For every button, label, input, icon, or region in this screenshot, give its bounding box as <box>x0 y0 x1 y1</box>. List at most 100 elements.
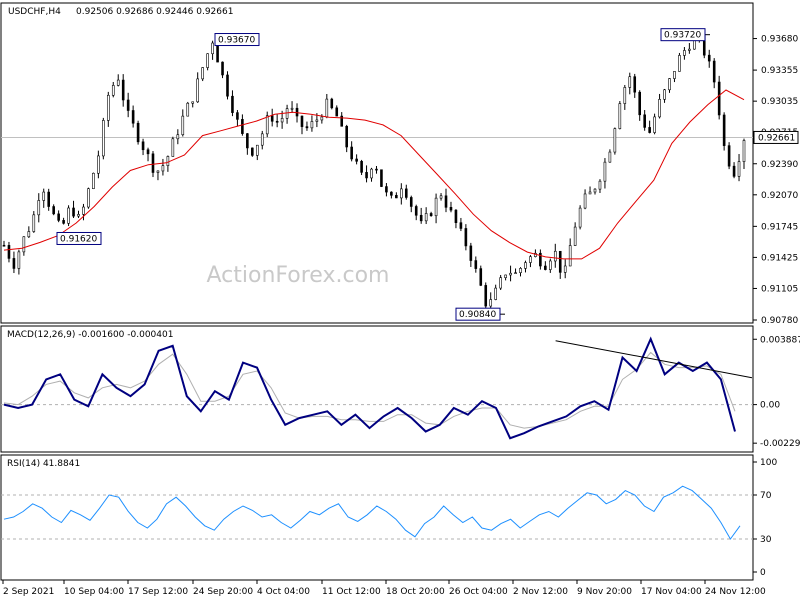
candle-body <box>27 231 31 238</box>
candle-body <box>171 138 175 157</box>
price-title-symbol: USDCHF,H4 <box>8 7 61 17</box>
rsi-title: RSI(14) 41.8841 <box>7 459 80 469</box>
price-panel <box>0 2 754 324</box>
candle-body <box>325 98 329 118</box>
rsi-y-tick-label: 30 <box>760 535 772 545</box>
candle-body <box>32 214 36 232</box>
candle-body <box>514 272 517 274</box>
rsi-plot <box>1 485 753 540</box>
candle-body <box>280 118 284 123</box>
candle-body <box>504 274 507 278</box>
candle-body <box>404 188 408 198</box>
rsi-y-tick-label: 70 <box>760 491 772 501</box>
rsi-y-tick-label: 100 <box>760 458 777 468</box>
candle-body <box>121 79 125 101</box>
candle-body <box>161 165 165 172</box>
candle-body <box>429 213 433 217</box>
macd-plot <box>1 336 753 440</box>
candle-body <box>355 158 358 162</box>
candle-body <box>52 206 55 215</box>
candle-body <box>459 222 463 229</box>
candle-body <box>87 188 90 208</box>
candle-body <box>7 245 11 259</box>
candle-body <box>106 94 110 121</box>
moving-average-line <box>3 89 745 260</box>
candle-body <box>623 87 627 104</box>
candle-body <box>67 207 70 224</box>
candle-body <box>12 258 16 269</box>
candle-body <box>618 103 622 129</box>
price-y-tick-label: 0.92390 <box>761 160 798 170</box>
macd-line <box>3 336 736 440</box>
candle-body <box>449 207 453 211</box>
candle-body <box>414 206 418 216</box>
macd-y-tick-label: -0.002294 <box>760 439 800 449</box>
last-price-box <box>753 130 799 144</box>
candle-body <box>246 133 249 149</box>
candle-body <box>255 144 259 156</box>
candle-body <box>335 107 339 117</box>
x-tick-label: 17 Sep 12:00 <box>128 587 188 597</box>
candle-body <box>509 272 512 276</box>
candle-body <box>305 126 309 129</box>
candle-body <box>529 256 532 263</box>
candle-body <box>350 146 353 160</box>
annotation-label: 0.91620 <box>60 234 97 244</box>
candle-body <box>2 244 6 247</box>
price-y-tick-label: 0.93680 <box>761 35 798 45</box>
candle-body <box>722 114 726 146</box>
price-y-tick-label: 0.93355 <box>761 66 798 76</box>
candle-body <box>270 115 274 122</box>
candle-body <box>136 122 140 143</box>
candle-body <box>573 226 577 246</box>
candle-body <box>116 79 120 86</box>
candle-body <box>310 121 314 129</box>
candle-body <box>47 191 50 207</box>
candle-body <box>196 78 199 103</box>
candle-body <box>678 55 681 72</box>
x-tick-label: 2 Nov 12:00 <box>513 587 568 597</box>
candle-body <box>419 214 423 222</box>
candle-body <box>57 213 60 221</box>
candle-body <box>653 116 656 133</box>
candle-body <box>330 98 334 109</box>
candle-body <box>131 110 135 124</box>
candle-body <box>683 50 686 56</box>
annotation-box <box>660 28 706 42</box>
macd-trendline <box>555 340 753 379</box>
candle-body <box>241 119 244 134</box>
candle-body <box>688 48 691 51</box>
candle-body <box>469 245 473 261</box>
candle-body <box>712 60 716 83</box>
candle-body <box>539 252 542 267</box>
candle-body <box>390 191 393 196</box>
price-title-ohlc: 0.92506 0.92686 0.92446 0.92661 <box>76 7 233 17</box>
candle-body <box>474 260 478 269</box>
candle-body <box>434 197 438 217</box>
candle-body <box>102 120 105 157</box>
candle-body <box>340 115 344 127</box>
candle-body <box>598 180 602 190</box>
price-y-tick-label: 0.91105 <box>761 284 798 294</box>
candle-body <box>400 188 403 199</box>
candle-body <box>92 172 95 189</box>
last-price-label: 0.92661 <box>758 133 795 143</box>
macd-title: MACD(12,26,9) -0.001600 -0.000401 <box>7 330 173 340</box>
x-tick-label: 2 Sep 2021 <box>3 587 54 597</box>
annotation-box <box>56 231 102 245</box>
candle-body <box>588 191 592 195</box>
candle-body <box>628 76 632 88</box>
candle-body <box>444 195 448 208</box>
annotation-label: 0.90840 <box>459 310 496 320</box>
macd-y-tick-label: 0.003887 <box>760 335 800 345</box>
annotation-box <box>455 307 501 321</box>
price-y-tick-label: 0.91745 <box>761 222 798 232</box>
candle-body <box>608 151 612 163</box>
candle-body <box>673 71 676 79</box>
candle-body <box>479 268 483 286</box>
candle-body <box>558 250 562 273</box>
candle-body <box>201 67 204 80</box>
candle-body <box>251 147 254 156</box>
candle-body <box>707 54 711 62</box>
candle-body <box>295 107 299 117</box>
